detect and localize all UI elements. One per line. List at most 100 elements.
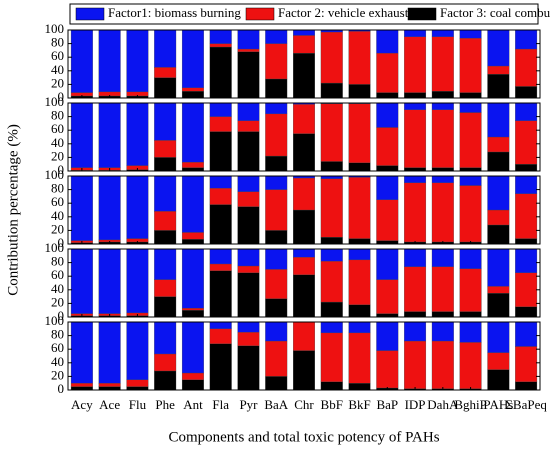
bar-segment [404, 266, 427, 312]
bar-segment [265, 321, 288, 342]
bar-segment [376, 127, 399, 166]
bar-segment [320, 248, 343, 262]
x-tick-label: Pyr [239, 397, 258, 412]
y-tick-label: 100 [45, 94, 65, 109]
bar-segment [265, 113, 288, 157]
bar-segment [126, 102, 149, 166]
bar-segment [209, 131, 232, 172]
bar-segment [154, 248, 177, 280]
panel-frame [67, 175, 541, 245]
bar-segment [293, 104, 315, 134]
bar-segment [70, 102, 93, 168]
bar-segment [487, 352, 510, 370]
bar-segment [237, 29, 260, 50]
bar-segment [431, 102, 454, 110]
bar-segment [431, 182, 454, 243]
x-tick-label: ΣBaPeq [505, 397, 547, 412]
bar-segment [293, 52, 315, 99]
bar-segment [181, 102, 204, 163]
bar-segment [404, 340, 427, 389]
bar-segment [459, 102, 482, 113]
bar-segment [209, 102, 232, 117]
bar-segment [515, 29, 538, 50]
y-tick-label: 0 [58, 381, 65, 396]
bar-segment [459, 185, 482, 243]
bar-segment [459, 268, 482, 312]
bar-segment [209, 343, 232, 391]
legend-label: Factor 2: vehicle exhaust [278, 5, 409, 20]
bar-segment [154, 353, 177, 372]
bar-segment [320, 332, 343, 382]
bar-segment [181, 232, 204, 240]
x-tick-label: Chr [294, 397, 314, 412]
panel-frame [67, 248, 541, 318]
bar-segment [459, 342, 482, 389]
bar-segment [404, 36, 427, 93]
bar-segment [209, 188, 232, 205]
bar-segment [154, 77, 177, 99]
bar-segment [237, 51, 260, 99]
bar-segment [209, 204, 232, 245]
bar-segment [126, 248, 149, 314]
bar-segment [376, 279, 399, 314]
bar-segment [265, 269, 288, 299]
bar-segment [404, 248, 427, 267]
y-tick-label: 40 [51, 62, 64, 77]
y-tick-label: 100 [45, 21, 65, 36]
bar-segment [70, 29, 93, 93]
y-tick-label: 20 [51, 221, 64, 236]
bar-segment [237, 48, 260, 52]
bar-segment [237, 131, 260, 172]
bar-segment [237, 332, 260, 346]
bar-segment [487, 369, 510, 391]
x-tick-label: BghiP [454, 397, 487, 412]
bar-segment [209, 321, 232, 329]
bar-segment [154, 296, 177, 318]
bar-segment [431, 109, 454, 168]
bar-segment [431, 321, 454, 342]
bar-segment [98, 383, 121, 387]
bar-segment [154, 211, 177, 231]
bar-segment [487, 175, 510, 211]
bar-segment [209, 116, 232, 132]
bar-segment [404, 102, 427, 110]
bar-segment [265, 340, 288, 377]
bar-segment [376, 248, 399, 280]
legend-swatch [245, 7, 275, 21]
y-tick-label: 80 [51, 108, 64, 123]
bar-segment [404, 321, 427, 342]
bar-segment [293, 350, 315, 391]
x-tick-label: Ace [99, 397, 120, 412]
bar-segment [404, 182, 427, 243]
bar-segment [431, 29, 454, 37]
bar-segment [459, 112, 482, 168]
x-tick-label: BaA [264, 397, 288, 412]
bar-segment [154, 321, 177, 355]
y-tick-label: 60 [51, 121, 64, 136]
bar-segment [293, 274, 315, 318]
y-tick-label: 20 [51, 367, 64, 382]
bar-segment [70, 321, 93, 384]
y-tick-label: 40 [51, 281, 64, 296]
bar-segment [181, 321, 204, 374]
bar-segment [154, 29, 177, 68]
y-tick-label: 100 [45, 313, 65, 328]
bar-segment [515, 346, 538, 382]
bar-segment [209, 270, 232, 318]
y-tick-label: 60 [51, 194, 64, 209]
bar-segment [126, 29, 149, 93]
bar-segment [348, 177, 371, 239]
panel-frame [67, 102, 541, 172]
bar-segment [459, 175, 482, 186]
y-tick-label: 80 [51, 181, 64, 196]
bar-segment [209, 248, 232, 265]
bar-segment [237, 175, 260, 192]
bar-segment [487, 321, 510, 353]
panel-frame [67, 321, 541, 391]
y-tick-label: 20 [51, 148, 64, 163]
bar-segment [98, 102, 121, 168]
x-tick-label: BbF [321, 397, 343, 412]
bar-segment [237, 191, 260, 207]
bar-segment [487, 209, 510, 226]
